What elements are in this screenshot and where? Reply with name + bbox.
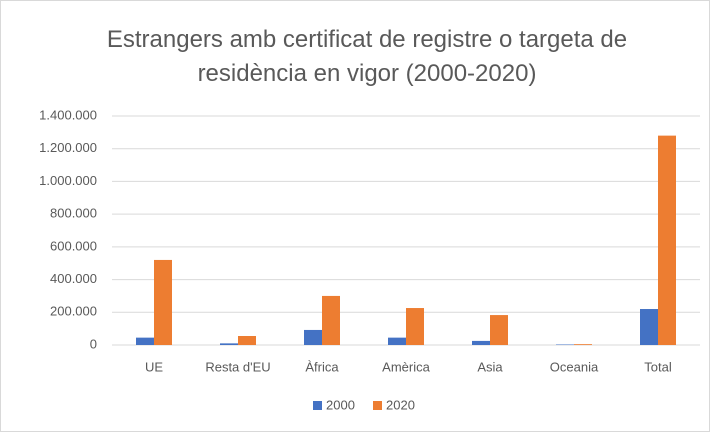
bar xyxy=(322,295,340,345)
bar xyxy=(574,344,592,345)
bar xyxy=(658,135,676,345)
y-tick-label: 1.400.000 xyxy=(39,107,97,122)
x-tick-label: Àfrica xyxy=(305,359,339,374)
x-tick-label: Oceania xyxy=(550,359,599,374)
y-tick-label: 200.000 xyxy=(50,304,97,319)
bar xyxy=(304,329,322,345)
y-tick-label: 600.000 xyxy=(50,238,97,253)
bar xyxy=(640,309,658,345)
y-tick-label: 800.000 xyxy=(50,206,97,221)
legend-swatch xyxy=(313,401,322,410)
bar xyxy=(238,336,256,345)
y-tick-label: 1.000.000 xyxy=(39,173,97,188)
bar xyxy=(472,340,490,345)
x-tick-label: Resta d'EU xyxy=(205,359,270,374)
y-tick-label: 1.200.000 xyxy=(39,140,97,155)
legend-label: 2000 xyxy=(326,397,355,412)
y-tick-label: 0 xyxy=(90,336,97,351)
x-tick-label: Amèrica xyxy=(382,359,430,374)
x-tick-label: UE xyxy=(145,359,163,374)
legend-swatch xyxy=(373,401,382,410)
legend-label: 2020 xyxy=(386,397,415,412)
y-tick-label: 400.000 xyxy=(50,271,97,286)
bar xyxy=(154,259,172,345)
bar xyxy=(406,308,424,345)
bar xyxy=(136,337,154,345)
bar xyxy=(220,343,238,345)
x-tick-label: Asia xyxy=(477,359,503,374)
bar xyxy=(490,315,508,345)
x-tick-label: Total xyxy=(644,359,672,374)
bar xyxy=(388,337,406,345)
chart-title: Estrangers amb certificat de registre o … xyxy=(106,26,628,87)
